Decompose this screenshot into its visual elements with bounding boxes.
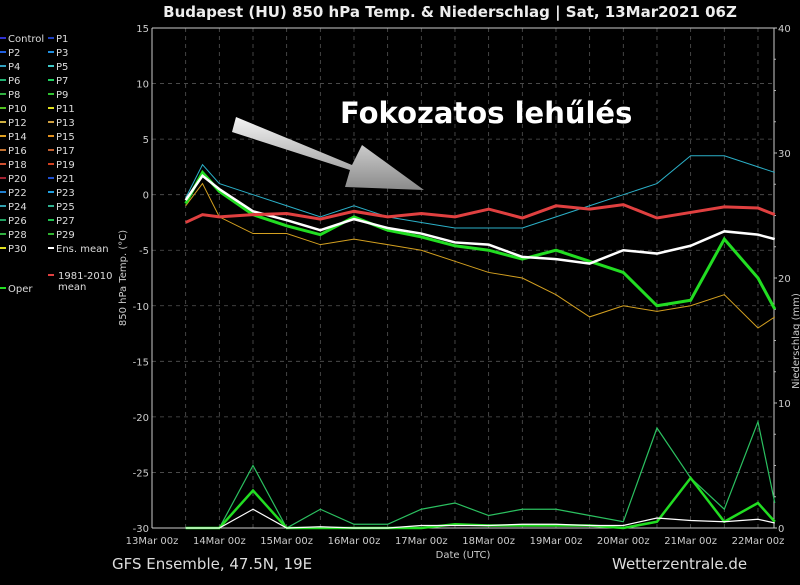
legend-label: P12 bbox=[8, 118, 27, 129]
y-tick-label: 10 bbox=[136, 80, 149, 91]
x-tick-label: 19Mar 00z bbox=[530, 536, 583, 547]
legend-label: P17 bbox=[56, 146, 75, 157]
legend-label: P23 bbox=[56, 188, 75, 199]
temp-line-ensemble-max bbox=[185, 155, 775, 229]
legend-label: P7 bbox=[56, 76, 68, 87]
legend-label: P9 bbox=[56, 90, 68, 101]
x-tick-label: 14Mar 00z bbox=[193, 536, 246, 547]
legend-label: P2 bbox=[8, 48, 20, 59]
x-tick-label: 16Mar 00z bbox=[328, 536, 381, 547]
temp-line-ens-mean bbox=[184, 173, 776, 265]
legend-label: P1 bbox=[56, 34, 68, 45]
x-tick-label: 21Mar 00z bbox=[664, 536, 717, 547]
precip-line bbox=[185, 419, 776, 529]
x-tick-label: 20Mar 00z bbox=[597, 536, 650, 547]
legend-label: P6 bbox=[8, 76, 20, 87]
legend-label: P10 bbox=[8, 104, 27, 115]
legend-label: 1981-2010 bbox=[58, 271, 113, 282]
legend-label: P14 bbox=[8, 132, 27, 143]
legend-label: P26 bbox=[8, 216, 27, 227]
precip-line bbox=[185, 475, 776, 530]
legend-label: Control bbox=[8, 34, 44, 45]
footer-model-info: GFS Ensemble, 47.5N, 19E bbox=[112, 555, 313, 573]
y-axis-label: 850 hPa Temp. (°C) bbox=[118, 230, 129, 326]
legend-label: P27 bbox=[56, 216, 75, 227]
arrow-icon bbox=[232, 117, 424, 190]
annotation-text: Fokozatos lehűlés bbox=[340, 96, 632, 130]
footer-source: Wetterzentrale.de bbox=[612, 555, 748, 573]
x-tick-label: 13Mar 00z bbox=[126, 536, 179, 547]
y-tick-label: 0 bbox=[143, 191, 149, 202]
legend-label: P21 bbox=[56, 174, 75, 185]
legend-label: P4 bbox=[8, 62, 20, 73]
temp-line-oper bbox=[184, 169, 777, 310]
y-tick-label: -10 bbox=[133, 302, 149, 313]
legend-label: P11 bbox=[56, 104, 75, 115]
legend-label: P15 bbox=[56, 132, 75, 143]
y-tick-label: -30 bbox=[133, 524, 149, 535]
x-tick-label: 15Mar 00z bbox=[260, 536, 313, 547]
chart-title: Budapest (HU) 850 hPa Temp. & Niederschl… bbox=[163, 3, 737, 22]
legend-label: P25 bbox=[56, 202, 75, 213]
y-tick-label: 15 bbox=[136, 24, 149, 35]
x-axis-label: Date (UTC) bbox=[436, 550, 491, 561]
legend-label: P5 bbox=[56, 62, 68, 73]
legend-label: P20 bbox=[8, 174, 27, 185]
y-right-tick-label: 0 bbox=[778, 524, 784, 535]
legend-label: P19 bbox=[56, 160, 75, 171]
legend-label: P13 bbox=[56, 118, 75, 129]
x-tick-label: 18Mar 00z bbox=[462, 536, 515, 547]
y-tick-label: -5 bbox=[139, 246, 149, 257]
temp-line-ensemble-min bbox=[185, 182, 776, 329]
legend-label: P3 bbox=[56, 48, 68, 59]
x-tick-label: 17Mar 00z bbox=[395, 536, 448, 547]
temp-line-1981-2010-mean bbox=[185, 203, 776, 224]
legend-label: P24 bbox=[8, 202, 27, 213]
y-right-tick-label: 40 bbox=[778, 24, 791, 35]
legend-label: Oper bbox=[8, 284, 33, 295]
legend-label: P16 bbox=[8, 146, 27, 157]
y-right-tick-label: 30 bbox=[778, 149, 791, 160]
legend-label: P22 bbox=[8, 188, 27, 199]
y-tick-label: -20 bbox=[133, 413, 149, 424]
y-right-tick-label: 20 bbox=[778, 274, 791, 285]
y-tick-label: 5 bbox=[143, 135, 149, 146]
precip-line bbox=[185, 508, 775, 529]
legend-label: P29 bbox=[56, 230, 75, 241]
legend-label: Ens. mean bbox=[56, 244, 109, 255]
legend-label: P18 bbox=[8, 160, 27, 171]
legend-label: mean bbox=[58, 282, 86, 293]
y-right-tick-label: 10 bbox=[778, 399, 791, 410]
y-tick-label: -15 bbox=[133, 357, 149, 368]
y-tick-label: -25 bbox=[133, 468, 149, 479]
y-right-axis-label: Niederschlag (mm) bbox=[791, 293, 800, 389]
x-tick-label: 22Mar 00z bbox=[732, 536, 785, 547]
legend-label: P30 bbox=[8, 244, 27, 255]
legend-label: P8 bbox=[8, 90, 20, 101]
legend-label: P28 bbox=[8, 230, 27, 241]
